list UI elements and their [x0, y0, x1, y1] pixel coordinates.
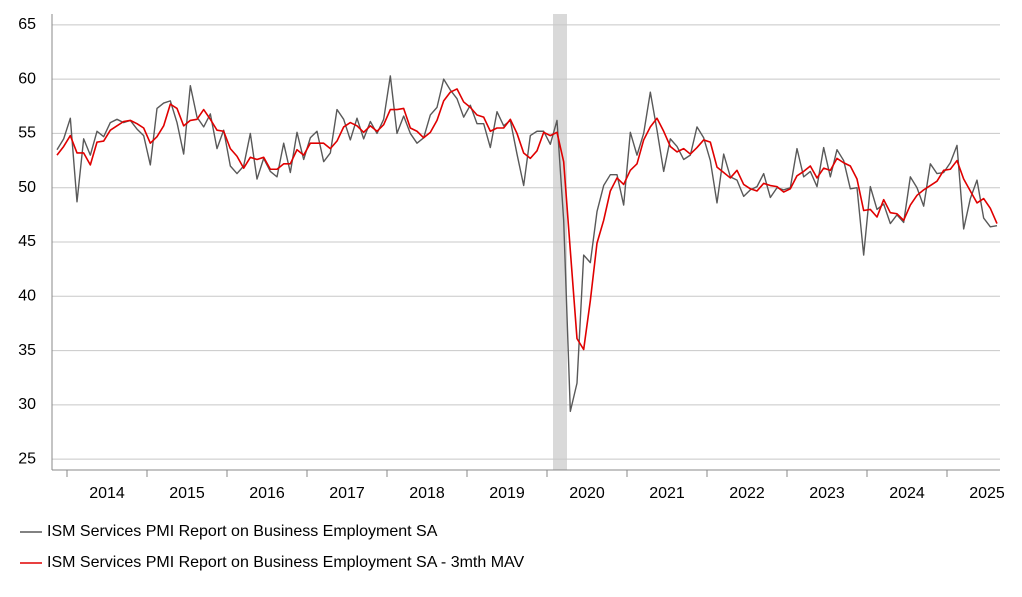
- y-tick-label: 60: [18, 70, 36, 87]
- y-tick-label: 50: [18, 179, 36, 196]
- x-tick-label: 2023: [809, 485, 845, 502]
- x-tick-label: 2019: [489, 485, 525, 502]
- x-tick-label: 2022: [729, 485, 765, 502]
- x-tick-label: 2020: [569, 485, 605, 502]
- x-tick-label: 2021: [649, 485, 685, 502]
- y-tick-label: 40: [18, 288, 36, 305]
- x-tick-label: 2015: [169, 485, 205, 502]
- x-tick-label: 2016: [249, 485, 285, 502]
- y-tick-label: 65: [18, 16, 36, 33]
- y-tick-label: 45: [18, 233, 36, 250]
- y-tick-label: 30: [18, 396, 36, 413]
- y-tick-label: 35: [18, 342, 36, 359]
- x-tick-label: 2017: [329, 485, 365, 502]
- legend-label: ISM Services PMI Report on Business Empl…: [47, 523, 438, 540]
- x-tick-label: 2014: [89, 485, 125, 502]
- series-line: [56, 75, 998, 413]
- x-tick-label: 2024: [889, 485, 925, 502]
- series-line: [56, 88, 998, 351]
- x-tick-label: 2018: [409, 485, 445, 502]
- x-tick-label: 2025: [969, 485, 1005, 502]
- y-tick-label: 25: [18, 450, 36, 467]
- y-tick-label: 55: [18, 125, 36, 142]
- legend-label: ISM Services PMI Report on Business Empl…: [47, 554, 525, 571]
